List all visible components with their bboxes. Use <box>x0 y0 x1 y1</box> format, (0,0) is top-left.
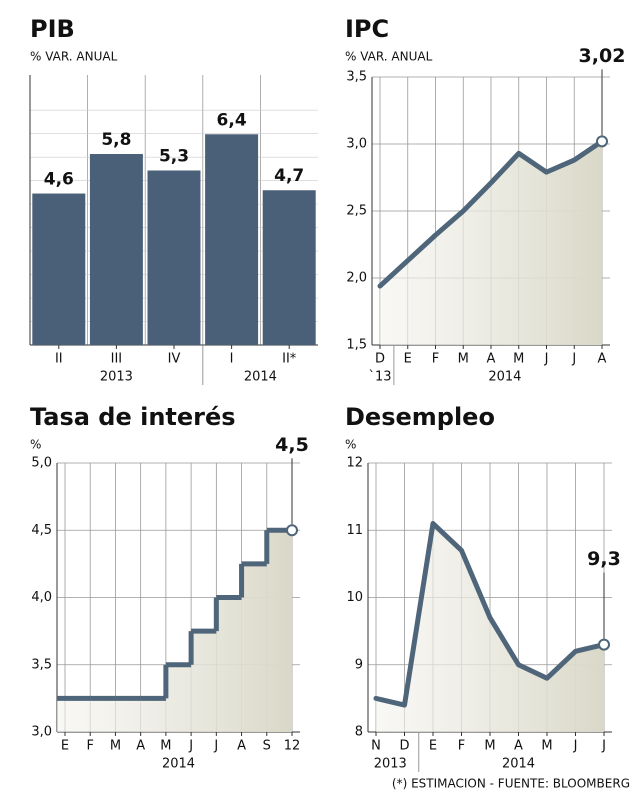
group-label: `13 <box>368 370 391 385</box>
value-label: 6,4 <box>217 110 247 130</box>
group-label: 2014 <box>162 757 195 772</box>
area-fill <box>380 141 602 345</box>
x-tick-label: 12 <box>284 739 301 754</box>
value-label: 3,02 <box>579 45 626 67</box>
chart-title: Tasa de interés <box>30 403 236 431</box>
chart-title: PIB <box>30 15 75 43</box>
value-label: 5,3 <box>159 146 189 166</box>
x-tick-label: D <box>399 739 409 754</box>
chart-subtitle: % <box>30 438 41 452</box>
chart-title: IPC <box>345 15 389 43</box>
x-tick-label: M <box>110 739 121 754</box>
x-tick-label: S <box>263 739 271 754</box>
x-tick-label: M <box>541 739 552 754</box>
y-tick-label: 5,0 <box>31 456 52 471</box>
x-tick-label: M <box>160 739 171 754</box>
group-label: 2014 <box>502 757 535 772</box>
x-tick-label: II <box>55 352 63 367</box>
group-label: 2013 <box>374 757 407 772</box>
bar <box>262 190 316 345</box>
x-tick-label: F <box>458 739 465 754</box>
chart-subtitle: % VAR. ANUAL <box>345 50 433 64</box>
x-tick-label: F <box>432 352 439 367</box>
y-tick-label: 2,0 <box>346 271 367 286</box>
footnote: (*) ESTIMACION - FUENTE: BLOOMBERG <box>392 777 630 791</box>
area-fill <box>57 530 292 732</box>
y-tick-label: 2,5 <box>346 204 367 219</box>
group-label: 2014 <box>244 370 277 385</box>
end-point <box>286 524 298 537</box>
x-tick-label: A <box>487 352 496 367</box>
y-tick-label: 3,0 <box>346 137 367 152</box>
y-tick-label: 8 <box>355 725 363 740</box>
x-tick-label: J <box>544 352 549 367</box>
x-tick-label: F <box>86 739 93 754</box>
x-tick-label: M <box>458 352 469 367</box>
y-tick-label: 9 <box>355 657 363 672</box>
x-tick-label: IV <box>168 352 181 367</box>
x-tick-label: E <box>429 739 437 754</box>
value-label: 4,7 <box>274 166 304 186</box>
x-tick-label: E <box>61 739 69 754</box>
bar <box>89 154 143 345</box>
x-tick-label: D <box>375 352 385 367</box>
line <box>373 521 607 708</box>
x-tick-label: A <box>136 739 145 754</box>
value-label: 9,3 <box>587 548 621 570</box>
x-tick-label: I <box>230 352 234 367</box>
bar <box>147 170 201 345</box>
chart-title: Desempleo <box>345 403 495 431</box>
x-tick-label: A <box>237 739 246 754</box>
x-tick-label: J <box>601 739 606 754</box>
x-tick-label: E <box>404 352 412 367</box>
value-label: 4,5 <box>275 434 309 456</box>
y-tick-label: 11 <box>346 523 363 538</box>
end-point <box>596 135 608 148</box>
bar <box>205 134 259 345</box>
x-tick-label: J <box>573 739 578 754</box>
bar <box>32 193 86 345</box>
chart-subtitle: % <box>345 438 356 452</box>
end-point <box>598 638 610 651</box>
group-label: 2013 <box>100 370 133 385</box>
x-tick-label: M <box>513 352 524 367</box>
chart-subtitle: % VAR. ANUAL <box>30 50 118 64</box>
group-label: 2014 <box>488 370 521 385</box>
x-tick-label: J <box>571 352 576 367</box>
x-tick-label: A <box>514 739 523 754</box>
x-tick-label: J <box>213 739 218 754</box>
y-tick-label: 10 <box>346 590 363 605</box>
line <box>377 138 605 289</box>
y-tick-label: 3,5 <box>346 70 367 85</box>
value-label: 5,8 <box>101 130 131 150</box>
y-tick-label: 4,5 <box>31 523 52 538</box>
x-tick-label: M <box>484 739 495 754</box>
x-tick-label: A <box>598 352 607 367</box>
x-tick-label: II* <box>282 352 297 367</box>
y-tick-label: 4,0 <box>31 590 52 605</box>
x-tick-label: N <box>371 739 381 754</box>
x-tick-label: J <box>188 739 193 754</box>
value-label: 4,6 <box>44 170 74 190</box>
y-tick-label: 1,5 <box>346 338 367 353</box>
y-tick-label: 3,0 <box>31 725 52 740</box>
x-tick-label: III <box>111 352 123 367</box>
y-tick-label: 3,5 <box>31 657 52 672</box>
y-tick-label: 12 <box>346 456 363 471</box>
